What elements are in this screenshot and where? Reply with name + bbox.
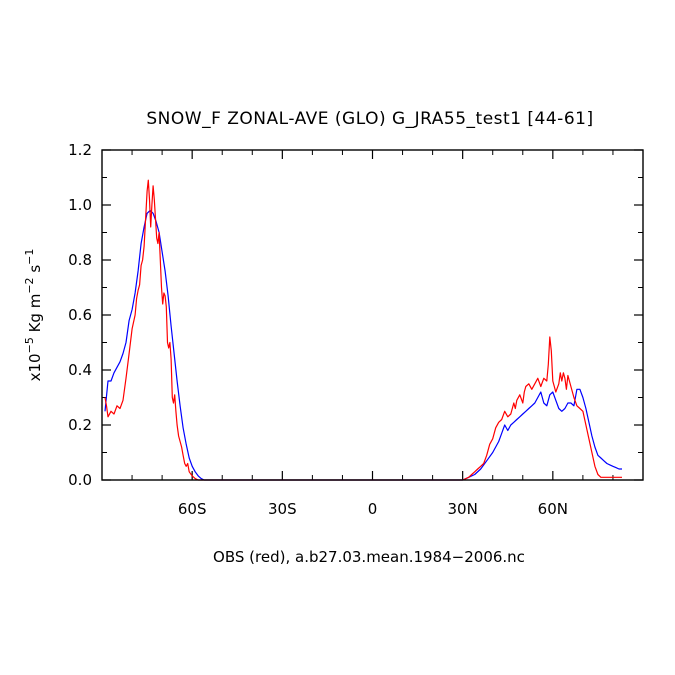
y-tick-label: 0.2 (68, 416, 92, 434)
y-axis-label: x10−5 Kg m−2 s−1 (23, 249, 44, 382)
chart-title: SNOW_F ZONAL-AVE (GLO) G_JRA55_test1 [44… (146, 109, 593, 129)
y-tick-label: 1.2 (68, 141, 92, 159)
series-line-1 (104, 179, 622, 481)
series-layer (104, 179, 622, 481)
plot-frame (101, 149, 644, 481)
footnote: OBS (red), a.b27.03.mean.1984−2006.nc (213, 548, 525, 566)
y-tick-label: 0.8 (68, 251, 92, 269)
x-tick-label: 0 (368, 500, 378, 518)
series-line-0 (104, 209, 622, 481)
y-tick-label: 0.4 (68, 361, 92, 379)
y-tick-label: 0.6 (68, 306, 92, 324)
x-tick-label: 60N (538, 500, 568, 518)
y-tick-label: 0.0 (68, 471, 92, 489)
x-tick-label: 60S (178, 500, 207, 518)
x-tick-label: 30S (268, 500, 297, 518)
x-tick-label: 30N (448, 500, 478, 518)
y-tick-label: 1.0 (68, 196, 92, 214)
